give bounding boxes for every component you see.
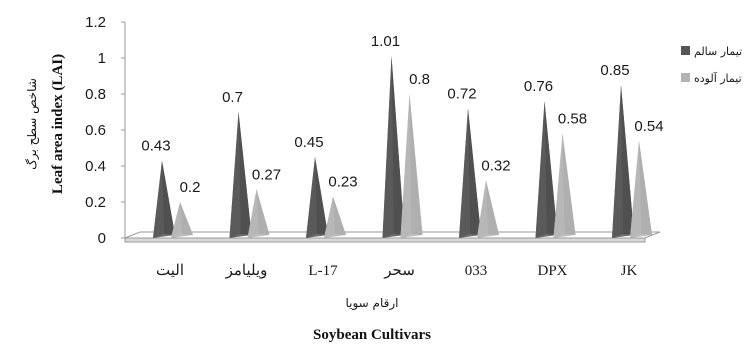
data-labels: 0.43 0.2 0.7 0.27 0.45 0.23 1.01 0.8 0.72 0.32 0.7…	[141, 33, 663, 196]
cone-healthy	[153, 160, 175, 238]
data-label-healthy: 0.72	[447, 85, 476, 102]
cone-infected	[477, 180, 499, 238]
category-label: 033	[465, 263, 488, 279]
data-label-healthy: 0.43	[141, 138, 170, 155]
legend-swatch-healthy	[681, 46, 690, 55]
y-tick-label: 0	[98, 230, 106, 247]
cone-face-front	[229, 112, 252, 238]
data-label-infected: 0.27	[252, 166, 281, 183]
cone-face-front	[247, 189, 270, 238]
data-label-healthy: 0.45	[294, 134, 323, 151]
cone-healthy	[612, 85, 634, 238]
legend: تیمار سالم تیمار آلوده	[681, 45, 742, 85]
y-tick-label: 0.8	[85, 86, 106, 103]
data-label-infected: 0.32	[481, 157, 510, 174]
cone-infected	[400, 94, 423, 238]
cone-face-front	[535, 101, 558, 238]
cone-face-front	[630, 140, 652, 238]
x-axis-title: Soybean Cultivars	[313, 327, 431, 343]
cone-face-front	[477, 180, 499, 238]
y-tick-label: 0.6	[85, 122, 106, 139]
data-label-infected: 0.23	[328, 174, 357, 191]
category-label: JK	[621, 263, 638, 279]
y-axis: 0 0.2 0.4 0.6 0.8 1 1.2	[85, 14, 126, 247]
data-label-healthy: 0.76	[524, 78, 553, 95]
cone-infected	[630, 140, 652, 238]
cone-face-front	[306, 157, 328, 238]
data-label-infected: 0.58	[558, 111, 587, 128]
cone-face-front	[553, 133, 576, 238]
category-label: ویلیامز	[225, 263, 268, 279]
y-tick-label: 0.4	[85, 158, 106, 175]
data-label-infected: 0.54	[634, 118, 663, 135]
cone-healthy	[306, 157, 328, 238]
y-axis-title-fa: شاخص سطح برگ	[25, 78, 40, 170]
cone-face-front	[382, 56, 405, 239]
data-label-healthy: 0.7	[222, 89, 243, 106]
data-label-infected: 0.2	[180, 179, 201, 196]
data-label-infected: 0.8	[409, 71, 430, 88]
cone-face-front	[324, 196, 346, 238]
cone-face-front	[153, 160, 175, 238]
data-label-healthy: 1.01	[371, 33, 400, 50]
x-axis-title-fa: ارقام سویا	[345, 296, 398, 311]
y-tick-label: 1	[98, 50, 106, 67]
floor-front	[124, 237, 646, 243]
cone-infected	[553, 133, 576, 238]
cone-healthy	[229, 112, 252, 238]
category-label: L-17	[308, 263, 338, 279]
category-label: سحر	[383, 263, 415, 279]
category-label: DPX	[537, 263, 567, 279]
cone-face-front	[400, 94, 423, 238]
cone-healthy	[382, 56, 405, 239]
cone-healthy	[459, 108, 481, 239]
cone-face-front	[612, 85, 634, 238]
cone-face-front	[171, 202, 193, 238]
cone-infected	[247, 189, 270, 238]
category-label: الیت	[156, 263, 184, 279]
data-label-healthy: 0.85	[600, 62, 629, 79]
cone-infected	[171, 202, 193, 238]
y-tick-label: 0.2	[85, 194, 106, 211]
cone-healthy	[535, 101, 558, 238]
y-axis-title: Leaf area index (LAI)	[50, 54, 66, 194]
bars	[153, 56, 652, 239]
legend-swatch-infected	[681, 73, 690, 82]
cone-infected	[324, 196, 346, 238]
legend-label-healthy: تیمار سالم	[694, 45, 742, 58]
x-axis-categories: الیت ویلیامز L-17 سحر 033 DPX JK	[156, 263, 638, 279]
legend-label-infected: تیمار آلوده	[694, 71, 742, 85]
y-tick-label: 1.2	[85, 14, 106, 31]
cone-face-front	[459, 108, 481, 239]
